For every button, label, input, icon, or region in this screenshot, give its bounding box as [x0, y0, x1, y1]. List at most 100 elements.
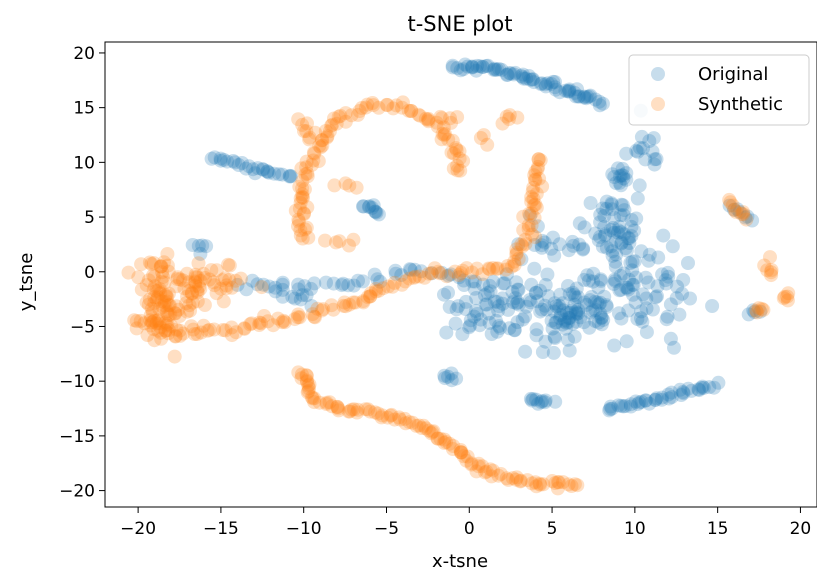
- data-point-original: [256, 162, 271, 177]
- data-point-original: [437, 287, 451, 302]
- data-point-original: [593, 273, 608, 288]
- data-point-original: [552, 301, 567, 316]
- data-point-synthetic: [155, 270, 170, 285]
- data-point-original: [662, 391, 677, 406]
- data-point-original: [610, 161, 625, 176]
- data-point-original: [571, 306, 585, 321]
- data-point-synthetic: [182, 298, 197, 313]
- data-point-original: [696, 380, 711, 395]
- data-point-synthetic: [151, 323, 166, 338]
- data-point-synthetic: [509, 242, 524, 257]
- data-point-original: [561, 311, 576, 325]
- data-point-synthetic: [342, 404, 357, 419]
- data-point-synthetic: [293, 228, 308, 243]
- data-point-synthetic: [749, 303, 764, 318]
- data-point-synthetic: [379, 97, 394, 112]
- data-point-original: [570, 82, 584, 97]
- data-point-synthetic: [172, 309, 187, 324]
- y-tick-label: −20: [59, 482, 95, 502]
- data-point-synthetic: [216, 294, 231, 309]
- data-point-original: [540, 267, 555, 282]
- data-point-original: [561, 332, 575, 347]
- data-point-original: [614, 398, 629, 413]
- data-point-synthetic: [469, 464, 484, 479]
- data-point-original: [514, 252, 529, 267]
- data-point-synthetic: [444, 115, 458, 130]
- data-point-synthetic: [556, 475, 570, 490]
- data-point-original: [588, 226, 603, 241]
- data-point-synthetic: [194, 325, 209, 340]
- data-point-synthetic: [327, 111, 341, 126]
- legend-marker-original: [651, 67, 665, 81]
- data-point-original: [235, 156, 249, 170]
- data-point-original: [624, 229, 639, 244]
- data-point-synthetic: [163, 307, 178, 322]
- data-point-original: [503, 66, 518, 81]
- data-point-original: [612, 169, 627, 184]
- data-point-synthetic: [471, 456, 486, 471]
- data-point-original: [538, 393, 553, 408]
- data-point-synthetic: [764, 265, 779, 280]
- data-point-synthetic: [180, 304, 195, 319]
- data-point-original: [510, 315, 525, 330]
- data-point-synthetic: [167, 349, 182, 364]
- data-point-original: [511, 237, 526, 252]
- data-point-original: [356, 199, 371, 214]
- data-point-synthetic: [233, 271, 248, 286]
- data-point-synthetic: [295, 190, 310, 204]
- data-point-original: [545, 321, 560, 336]
- data-point-synthetic: [322, 124, 337, 139]
- data-point-original: [511, 297, 526, 312]
- data-point-original: [648, 393, 663, 407]
- data-point-original: [582, 273, 596, 288]
- data-point-original: [602, 403, 617, 418]
- data-point-original: [341, 278, 356, 293]
- data-point-original: [521, 69, 536, 83]
- data-point-synthetic: [151, 312, 166, 327]
- data-point-original: [526, 392, 541, 407]
- data-point-synthetic: [374, 410, 389, 425]
- data-point-original: [523, 72, 538, 87]
- data-point-original: [586, 274, 601, 289]
- data-point-synthetic: [513, 474, 528, 489]
- data-point-synthetic: [521, 221, 536, 236]
- data-point-synthetic: [780, 293, 795, 308]
- data-point-original: [442, 300, 457, 314]
- data-point-synthetic: [133, 313, 148, 328]
- data-point-synthetic: [418, 421, 433, 436]
- x-tick-label: −15: [203, 519, 239, 539]
- data-point-original: [635, 314, 650, 329]
- data-point-synthetic: [430, 431, 445, 446]
- data-point-synthetic: [300, 116, 314, 131]
- data-point-synthetic: [161, 326, 176, 341]
- data-point-synthetic: [209, 263, 224, 278]
- data-point-original: [567, 297, 582, 312]
- data-point-synthetic: [182, 275, 197, 290]
- data-point-synthetic: [157, 295, 172, 310]
- data-point-original: [642, 247, 657, 262]
- data-point-original: [535, 345, 550, 359]
- data-point-synthetic: [431, 264, 446, 279]
- data-point-original: [607, 210, 622, 225]
- data-point-original: [722, 198, 737, 213]
- data-point-synthetic: [252, 318, 267, 332]
- data-point-original: [465, 59, 480, 74]
- data-point-synthetic: [564, 479, 579, 493]
- data-point-synthetic: [516, 223, 531, 237]
- data-point-synthetic: [299, 220, 314, 235]
- data-point-synthetic: [299, 124, 314, 139]
- data-point-synthetic: [432, 266, 447, 281]
- data-point-original: [624, 219, 639, 234]
- data-point-original: [467, 281, 482, 296]
- data-point-original: [648, 290, 663, 305]
- data-point-original: [255, 162, 270, 177]
- data-point-original: [534, 76, 549, 91]
- data-point-synthetic: [346, 232, 361, 247]
- data-point-synthetic: [393, 412, 408, 427]
- data-point-synthetic: [453, 266, 468, 280]
- data-point-synthetic: [315, 133, 330, 148]
- data-point-original: [557, 314, 572, 329]
- data-point-original: [546, 230, 560, 245]
- data-point-original: [567, 85, 582, 100]
- data-point-original: [548, 82, 563, 97]
